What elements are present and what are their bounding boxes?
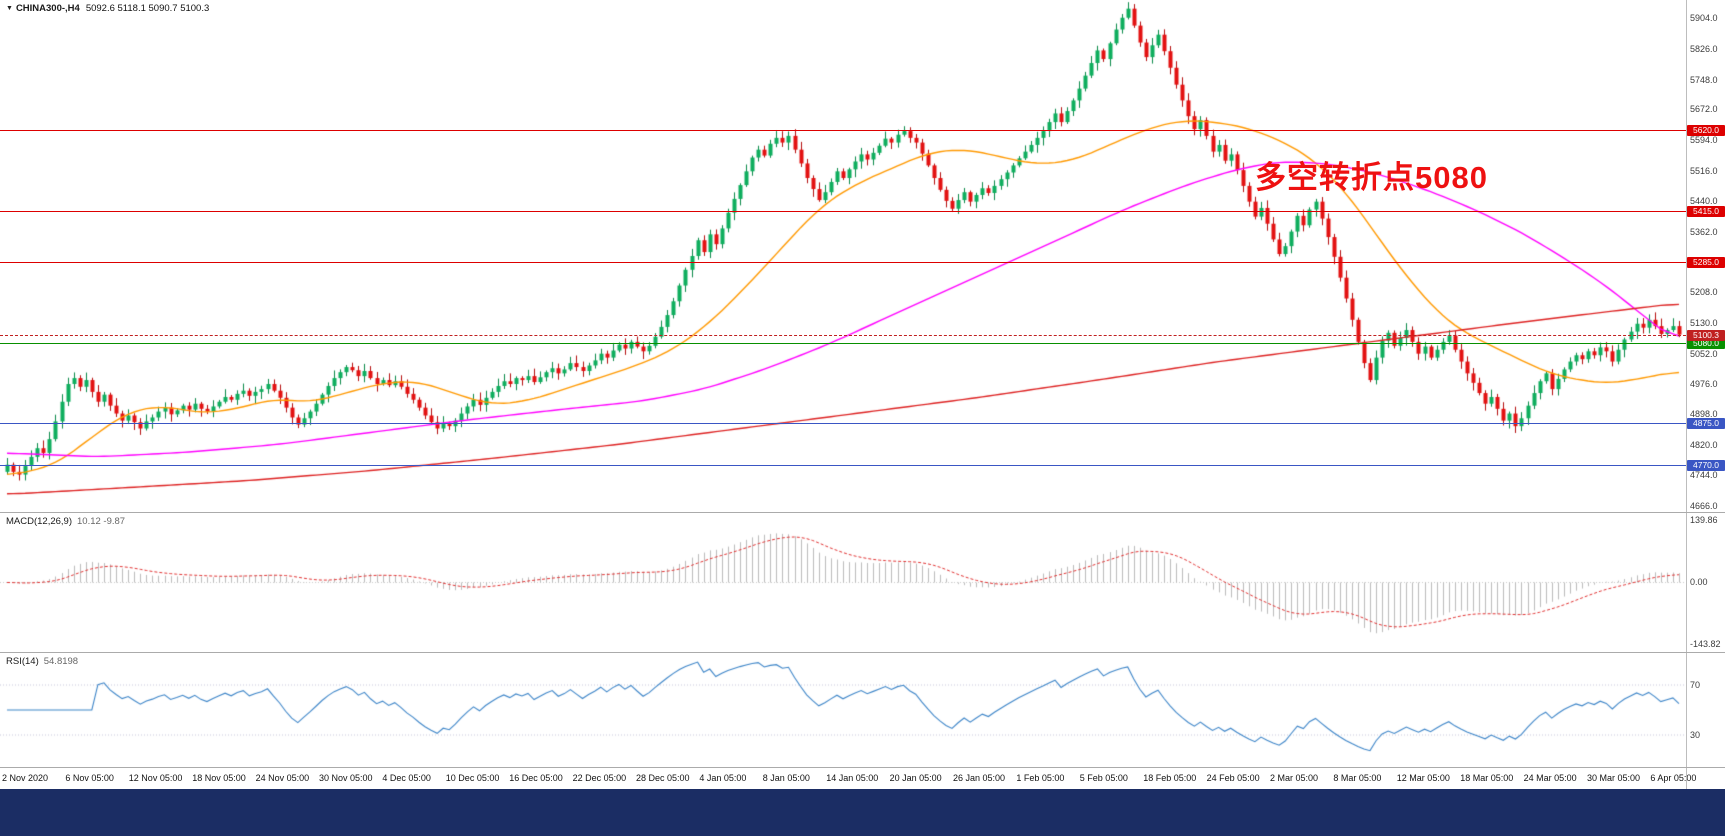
time-axis-label: 22 Dec 05:00 [572, 773, 627, 783]
time-axis-label: 18 Nov 05:00 [192, 773, 246, 783]
time-axis-label: 28 Dec 05:00 [636, 773, 690, 783]
current-price-badge: 5100.3 [1687, 329, 1725, 341]
horizontal-line-5620[interactable] [0, 129, 1686, 131]
price-pane: ▼ CHINA300-,H4 5092.6 5118.1 5090.7 5100.3… [0, 0, 1725, 512]
rsi-indicator-canvas[interactable] [0, 653, 1686, 767]
macd-axis-zero: 0.00 [1690, 577, 1708, 587]
time-axis-label: 1 Feb 05:00 [1016, 773, 1065, 783]
time-axis-label: 6 Apr 05:00 [1650, 773, 1697, 783]
price-axis-label: 4820.0 [1690, 440, 1718, 451]
price-axis-label: 5052.0 [1690, 348, 1718, 359]
time-axis-label: 30 Mar 05:00 [1587, 773, 1641, 783]
time-axis-label: 26 Jan 05:00 [953, 773, 1006, 783]
rsi-name: RSI(14) [6, 656, 39, 667]
price-chart-canvas[interactable] [0, 0, 1686, 512]
rsi-level-30: 30 [1690, 730, 1701, 740]
current-price-line [0, 334, 1686, 336]
price-badge-5620: 5620.0 [1687, 124, 1725, 136]
rsi-level-70: 70 [1690, 680, 1701, 690]
time-axis-label: 12 Nov 05:00 [128, 773, 183, 783]
macd-indicator-canvas[interactable] [0, 513, 1686, 652]
symbol-name: CHINA300-,H4 [15, 3, 80, 14]
time-axis-label: 14 Jan 05:00 [826, 773, 879, 783]
time-axis-label: 24 Mar 05:00 [1523, 773, 1577, 783]
time-axis-label: 18 Feb 05:00 [1143, 773, 1197, 783]
time-axis-label: 6 Nov 05:00 [65, 773, 114, 783]
time-axis-label: 2 Nov 2020 [2, 773, 49, 783]
time-axis-label: 30 Nov 05:00 [319, 773, 373, 783]
rsi-pane: RSI(14) 54.8198 70 30 [0, 653, 1725, 767]
macd-name: MACD(12,26,9) [6, 516, 72, 527]
price-badge-4875: 4875.0 [1687, 418, 1725, 430]
symbol-dropdown-icon[interactable]: ▼ [6, 5, 13, 12]
price-axis-label: 5440.0 [1690, 195, 1718, 206]
price-axis-label: 4976.0 [1690, 378, 1718, 389]
time-axis-label: 4 Jan 05:00 [699, 773, 747, 783]
price-axis-label: 5516.0 [1690, 165, 1718, 176]
price-axis-label: 5748.0 [1690, 74, 1718, 85]
time-axis-label: 2 Mar 05:00 [1270, 773, 1319, 783]
time-axis-label: 4 Dec 05:00 [382, 773, 431, 783]
time-axis-label: 24 Nov 05:00 [255, 773, 310, 783]
horizontal-line-5285[interactable] [0, 261, 1686, 263]
price-axis-label: 4666.0 [1690, 500, 1718, 511]
horizontal-line-5415[interactable] [0, 210, 1686, 212]
macd-axis-min: -143.82 [1690, 639, 1721, 649]
time-axis-label: 8 Mar 05:00 [1333, 773, 1382, 783]
time-axis-label: 5 Feb 05:00 [1079, 773, 1128, 783]
price-badge-5080: 5080.0 [1687, 337, 1725, 349]
price-badge-4770: 4770.0 [1687, 459, 1725, 471]
time-axis-label: 24 Feb 05:00 [1206, 773, 1260, 783]
time-axis-label: 18 Mar 05:00 [1460, 773, 1514, 783]
price-axis-label: 4898.0 [1690, 409, 1718, 420]
horizontal-line-5080[interactable] [0, 342, 1686, 344]
price-badge-5415: 5415.0 [1687, 205, 1725, 217]
horizontal-line-4875[interactable] [0, 423, 1686, 425]
rsi-value: 54.8198 [43, 656, 79, 667]
pane-separator [0, 767, 1725, 768]
time-axis: 2 Nov 2020 6 Nov 05:00 12 Nov 05:00 18 Nov … [0, 768, 1725, 789]
price-axis-label: 4744.0 [1690, 469, 1718, 480]
symbol-info: ▼ CHINA300-,H4 5092.6 5118.1 5090.7 5100.3 [6, 3, 209, 14]
time-axis-label: 12 Mar 05:00 [1396, 773, 1450, 783]
macd-label: MACD(12,26,9) 10.12 -9.87 [6, 516, 125, 527]
price-axis-divider [1686, 0, 1687, 789]
price-axis-label: 5594.0 [1690, 135, 1718, 146]
horizontal-line-4770[interactable] [0, 464, 1686, 466]
price-badge-5285: 5285.0 [1687, 256, 1725, 268]
price-axis-label: 5130.0 [1690, 317, 1718, 328]
time-axis-label: 8 Jan 05:00 [762, 773, 810, 783]
time-axis-label: 10 Dec 05:00 [445, 773, 500, 783]
macd-axis-max: 139.86 [1690, 515, 1718, 525]
price-axis-label: 5362.0 [1690, 226, 1718, 237]
price-axis-label: 5208.0 [1690, 287, 1718, 298]
pane-separator [0, 652, 1725, 653]
price-axis-label: 5826.0 [1690, 43, 1718, 54]
rsi-label: RSI(14) 54.8198 [6, 656, 78, 667]
price-axis-label: 5672.0 [1690, 104, 1718, 115]
macd-pane: MACD(12,26,9) 10.12 -9.87 139.86 0.00 -14… [0, 513, 1725, 652]
pane-separator [0, 512, 1725, 513]
price-axis-label: 5904.0 [1690, 13, 1718, 24]
annotation-text[interactable]: 多空转折点5080 [1255, 160, 1488, 195]
symbol-ohlc-values: 5092.6 5118.1 5090.7 5100.3 [85, 3, 210, 14]
bottom-bar [0, 789, 1725, 836]
time-axis-label: 20 Jan 05:00 [889, 773, 942, 783]
time-axis-label: 16 Dec 05:00 [509, 773, 563, 783]
macd-values: 10.12 -9.87 [77, 516, 126, 527]
